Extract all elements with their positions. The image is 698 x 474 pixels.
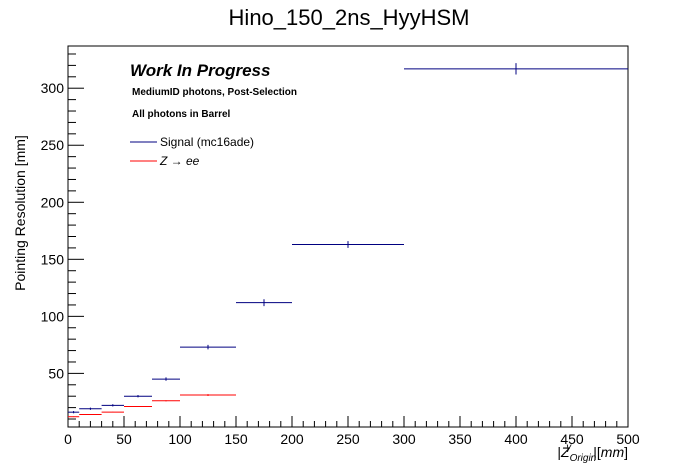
plot-border: [67, 45, 629, 428]
legend-zee-label: Z → ee: [159, 154, 200, 168]
x-tick-label: 0: [64, 431, 72, 447]
data-point: [68, 416, 80, 418]
y-tick-label: 50: [48, 365, 64, 381]
y-tick-label: 250: [41, 137, 65, 153]
x-axis-ticks: 0 50 100 150 200 250 300 350 400 450 500: [64, 416, 640, 447]
y-axis-ticks: 50 100 150 200 250 300: [41, 53, 84, 420]
x-tick-label: 450: [560, 431, 584, 447]
x-tick-label: 100: [168, 431, 192, 447]
data-point: [236, 299, 292, 307]
legend-signal-label: Signal (mc16ade): [160, 135, 254, 149]
series-layer: [68, 63, 628, 418]
plot-frame: [67, 45, 629, 428]
y-tick-label: 300: [41, 80, 65, 96]
x-tick-label: 400: [504, 431, 528, 447]
work-in-progress-label: Work In Progress: [130, 61, 270, 80]
series-1: [68, 394, 236, 418]
y-tick-label: 200: [41, 194, 65, 210]
selection-note: MediumID photons, Post-Selection: [132, 87, 297, 98]
data-point: [180, 394, 236, 396]
data-point: [404, 63, 628, 75]
data-point: [101, 411, 124, 413]
series-0: [68, 63, 628, 414]
x-tick-label: 200: [280, 431, 304, 447]
data-point: [152, 400, 180, 402]
y-tick-label: 150: [41, 251, 65, 267]
data-point: [124, 405, 152, 407]
x-tick-label: 500: [616, 431, 640, 447]
data-point: [124, 395, 152, 398]
x-axis-label: |ZOriginγ |[mm]: [557, 442, 628, 464]
x-tick-label: 300: [392, 431, 416, 447]
x-tick-label: 250: [336, 431, 360, 447]
y-tick-label: 100: [41, 308, 65, 324]
region-note: All photons in Barrel: [132, 109, 231, 120]
data-point: [152, 377, 180, 381]
data-point: [68, 411, 80, 414]
chart-title: Hino_150_2ns_HyyHSM: [229, 5, 470, 30]
x-tick-label: 50: [116, 431, 132, 447]
data-point: [292, 241, 404, 248]
legend: Signal (mc16ade) Z → ee: [130, 135, 254, 168]
data-point: [79, 413, 102, 415]
data-point: [101, 404, 124, 407]
data-point: [180, 344, 236, 350]
y-axis-label: Pointing Resolution [mm]: [12, 135, 28, 291]
x-tick-label: 350: [448, 431, 472, 447]
data-point: [79, 407, 102, 410]
x-tick-label: 150: [224, 431, 248, 447]
